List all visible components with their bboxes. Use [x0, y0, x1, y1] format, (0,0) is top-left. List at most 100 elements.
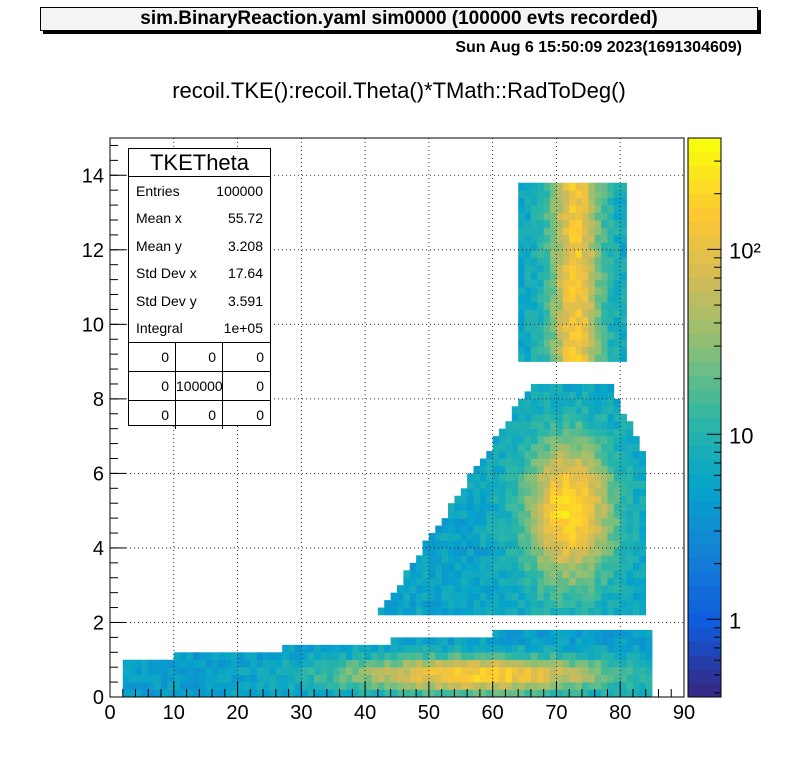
palette-swatch [688, 319, 721, 335]
heatmap-cell [384, 607, 391, 616]
heatmap-cell [205, 689, 213, 698]
heatmap-cell [556, 279, 564, 288]
heatmap-cell [556, 212, 564, 221]
heatmap-cell [530, 600, 538, 608]
heatmap-cell [518, 659, 525, 668]
heatmap-cell [358, 682, 366, 690]
heatmap-cell [607, 555, 615, 564]
heatmap-cell [601, 592, 608, 601]
heatmap-cell [377, 682, 385, 690]
heatmap-cell [575, 465, 583, 474]
heatmap-cell [492, 555, 500, 564]
heatmap-cell [122, 667, 130, 675]
heatmap-cell [530, 294, 538, 303]
palette-swatch [688, 613, 721, 628]
heatmap-cell [543, 205, 551, 213]
heatmap-cell [428, 637, 436, 646]
heatmap-cell [180, 674, 187, 683]
palette-label: 10² [729, 238, 761, 263]
heatmap-cell [397, 667, 404, 675]
heatmap-cell [556, 562, 564, 571]
heatmap-cell [416, 667, 423, 675]
heatmap-cell [613, 428, 621, 437]
heatmap-cell [639, 674, 647, 683]
heatmap-cell [524, 331, 532, 340]
date-stamp: Sun Aug 6 15:50:09 2023(1691304609) [455, 39, 742, 56]
heatmap-cell [607, 212, 615, 221]
heatmap-cell [492, 540, 500, 549]
heatmap-cell [588, 607, 596, 616]
heatmap-cell [231, 659, 238, 668]
heatmap-cell [620, 443, 627, 452]
heatmap-cell [435, 540, 442, 549]
heatmap-cell [601, 473, 608, 482]
heatmap-cell [639, 451, 647, 459]
heatmap-cell [543, 190, 551, 198]
heatmap-cell [562, 465, 570, 474]
heatmap-cell [607, 182, 615, 191]
heatmap-cell [467, 555, 474, 564]
heatmap-cell [550, 257, 557, 265]
heatmap-cell [390, 659, 398, 668]
heatmap-cell [620, 533, 627, 541]
heatmap-cell [505, 465, 513, 474]
heatmap-cell [416, 607, 423, 616]
heatmap-cell [524, 644, 532, 653]
heatmap-cell [639, 525, 647, 534]
heatmap-cell [256, 674, 264, 683]
heatmap-cell [556, 205, 564, 213]
heatmap-cell [518, 652, 525, 661]
heatmap-cell [550, 585, 557, 593]
heatmap-cell [428, 592, 436, 601]
y-tick-label: 10 [82, 314, 104, 336]
heatmap-cell [537, 324, 544, 333]
heatmap-cell [530, 644, 538, 653]
heatmap-cell [594, 465, 602, 474]
heatmap-cell [479, 540, 487, 549]
heatmap-cell [620, 689, 627, 698]
heatmap-cell [326, 644, 334, 653]
heatmap-cell [390, 674, 398, 683]
heatmap-cell [173, 689, 181, 698]
heatmap-cell [199, 682, 206, 690]
heatmap-cell [607, 503, 615, 511]
heatmap-cell [645, 637, 653, 646]
heatmap-cell [492, 458, 500, 467]
heatmap-cell [486, 451, 493, 459]
heatmap-cell [588, 428, 596, 437]
heatmap-cell [632, 510, 640, 519]
heatmap-cell [141, 659, 149, 668]
heatmap-cell [499, 585, 506, 593]
heatmap-cell [588, 495, 596, 504]
heatmap-cell [167, 682, 175, 690]
heatmap-cell [613, 592, 621, 601]
heatmap-cell [601, 421, 608, 429]
heatmap-cell [518, 205, 525, 213]
heatmap-cell [518, 272, 525, 280]
heatmap-cell [492, 503, 500, 511]
heatmap-cell [441, 577, 449, 586]
heatmap-cell [518, 503, 525, 511]
heatmap-cell [562, 607, 570, 616]
heatmap-cell [543, 689, 551, 698]
heatmap-cell [601, 667, 608, 675]
heatmap-cell [543, 451, 551, 459]
heatmap-cell [511, 652, 519, 661]
heatmap-cell [581, 272, 589, 280]
heatmap-cell [448, 570, 455, 579]
heatmap-cell [326, 667, 334, 675]
heatmap-cell [537, 465, 544, 474]
heatmap-cell [294, 659, 302, 668]
heatmap-cell [390, 607, 398, 616]
heatmap-cell [530, 205, 538, 213]
heatmap-cell [167, 659, 175, 668]
heatmap-cell [639, 510, 647, 519]
heatmap-cell [594, 480, 602, 489]
heatmap-cell [562, 354, 570, 362]
heatmap-cell [581, 316, 589, 325]
heatmap-cell [601, 510, 608, 519]
heatmap-cell [594, 324, 602, 333]
heatmap-cell [607, 510, 615, 519]
heatmap-cell [543, 272, 551, 280]
heatmap-cell [441, 562, 449, 571]
